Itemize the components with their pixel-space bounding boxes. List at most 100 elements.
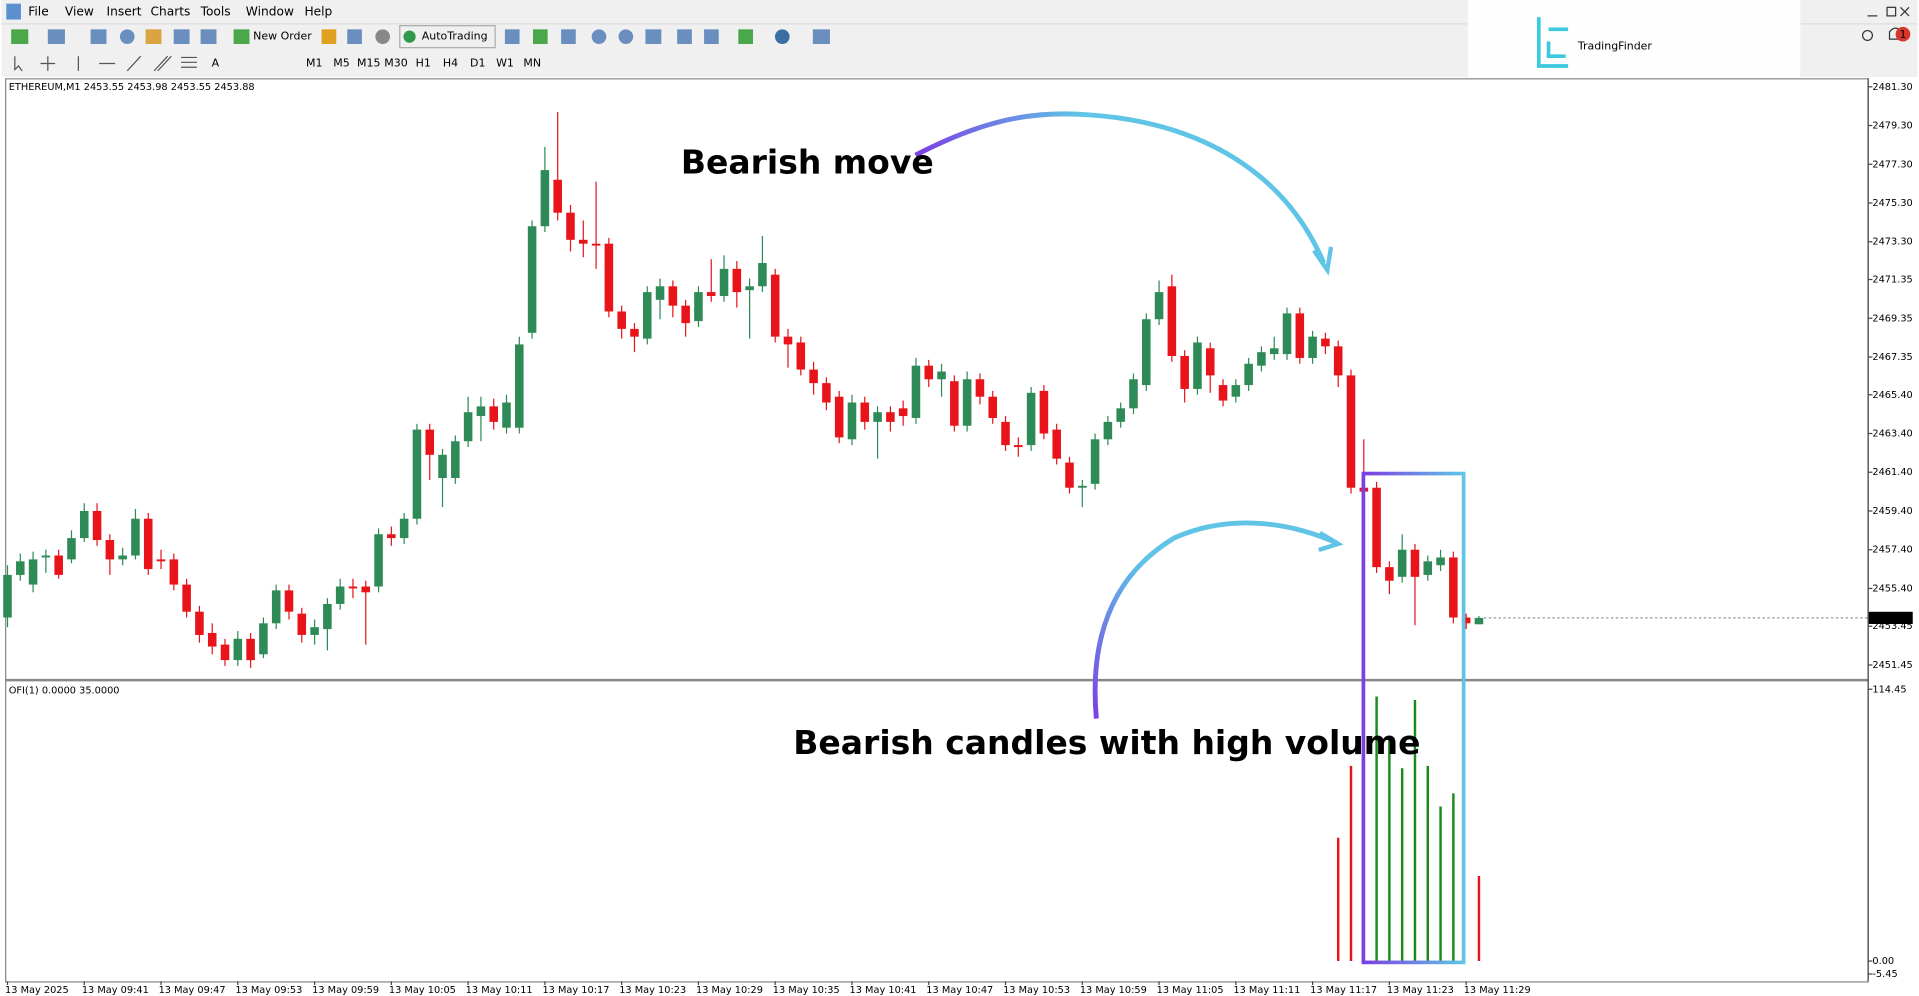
menu-item[interactable]: Window [246, 5, 294, 19]
price-tag [1868, 611, 1913, 624]
candle-body [1052, 429, 1061, 459]
y-tick-label: 2469.35 [1872, 313, 1912, 324]
tool-text-icon[interactable]: A [212, 57, 220, 70]
y-tick-label: 2477.30 [1872, 159, 1912, 170]
candle-body [719, 268, 729, 296]
candle-body [476, 406, 486, 417]
timeframe-button[interactable]: MN [523, 57, 541, 70]
candle-body [886, 412, 895, 422]
candle-body [1078, 485, 1087, 488]
close[interactable] [1900, 6, 1910, 17]
icon [321, 29, 337, 44]
x-tick-label: 13 May 10:17 [542, 985, 609, 996]
candle-body [182, 584, 191, 612]
candle-body [1333, 346, 1343, 376]
candle-body [681, 305, 690, 324]
candle-body [911, 365, 921, 419]
candle-body [1026, 392, 1036, 446]
y-tick-label: 2473.30 [1872, 237, 1912, 248]
candle-body [28, 559, 38, 585]
x-tick-label: 13 May 11:29 [1464, 985, 1531, 996]
tool-trendline[interactable] [126, 55, 142, 72]
candle-body [105, 540, 115, 560]
candle-body [1474, 617, 1484, 625]
logo-text: TradingFinder [1577, 39, 1653, 52]
chart-frame [5, 78, 1869, 983]
timeframe-button[interactable]: M1 [306, 57, 322, 70]
menu-item[interactable]: Charts [150, 5, 190, 19]
candle-body [540, 170, 550, 227]
menu-item[interactable]: Insert [106, 5, 141, 19]
candle-body [1205, 348, 1215, 376]
tool-cursor[interactable] [14, 56, 23, 72]
y-tick-label: 2467.35 [1872, 352, 1912, 363]
candle-body [1231, 385, 1241, 397]
menu-item[interactable]: Tools [200, 5, 231, 19]
candle-body [1282, 313, 1292, 355]
tool-fibo[interactable] [181, 56, 197, 68]
icon [645, 29, 662, 44]
icon [403, 30, 416, 43]
candle-body [1218, 385, 1228, 401]
last-high: 2453.98 [127, 82, 167, 93]
restore[interactable] [1886, 6, 1897, 17]
candle-body [566, 212, 575, 240]
candle-body [246, 638, 255, 661]
timeframe-button[interactable]: M5 [333, 57, 349, 70]
candle-body [950, 381, 959, 426]
annotation: Bearish candles with high volume [793, 723, 1420, 762]
candle-body [1436, 557, 1445, 566]
candle-body [143, 518, 153, 570]
x-tick-label: 13 May 10:47 [926, 985, 993, 996]
candle-body [310, 627, 319, 635]
y-tick-label: 2481.30 [1872, 82, 1912, 93]
y-tick-label: 2463.40 [1872, 428, 1912, 439]
x-tick-label: 13 May 10:41 [850, 985, 917, 996]
candle-body [1308, 336, 1317, 358]
candle-body [745, 286, 754, 291]
candle-body [131, 518, 140, 556]
timeframe-button[interactable]: W1 [496, 57, 514, 70]
logo-icon [1536, 17, 1569, 68]
candle-body [898, 408, 908, 417]
price-tag-label: 2453.88 [1872, 613, 1912, 624]
last-low: 2453.55 [171, 82, 211, 93]
x-tick-label: 13 May 09:53 [235, 985, 302, 996]
autotrading-label[interactable]: AutoTrading [422, 30, 488, 43]
search[interactable] [1862, 29, 1874, 41]
timeframe-button[interactable]: H4 [443, 57, 458, 70]
y-tick-label: 2475.30 [1872, 198, 1912, 209]
x-tick-label: 13 May 2025 [5, 985, 69, 996]
icon [347, 29, 362, 44]
menu-item[interactable]: File [28, 5, 48, 19]
annotation-arrow [914, 111, 1326, 264]
menu-item[interactable]: View [65, 5, 94, 19]
autotrading-button[interactable] [399, 25, 496, 49]
icon [532, 29, 548, 44]
x-tick-label: 13 May 09:47 [159, 985, 226, 996]
x-tick-label: 13 May 09:59 [312, 985, 379, 996]
candle-body [1346, 375, 1356, 488]
x-tick-label: 13 May 11:05 [1157, 985, 1224, 996]
timeframe-button[interactable]: H1 [416, 57, 431, 70]
candle-body [579, 239, 588, 244]
new-order-button[interactable]: New Order [253, 30, 312, 43]
x-tick-label: 13 May 10:59 [1080, 985, 1147, 996]
candle-body [323, 603, 332, 630]
icon [145, 29, 162, 44]
arrow-head [1312, 246, 1334, 276]
timeframe-button[interactable]: M30 [384, 57, 407, 70]
candle-body [297, 613, 307, 635]
timeframe-button[interactable]: M15 [357, 57, 380, 70]
candle-body [937, 371, 946, 380]
candle-body [207, 632, 217, 647]
tool-crosshair[interactable] [40, 56, 56, 71]
candle-body [1039, 390, 1049, 434]
candle-body [67, 538, 76, 560]
candle-body [412, 429, 422, 519]
menu-item[interactable]: Help [304, 5, 332, 19]
timeframe-button[interactable]: D1 [470, 57, 485, 70]
tool-channel[interactable] [153, 55, 172, 72]
icon [774, 29, 790, 44]
